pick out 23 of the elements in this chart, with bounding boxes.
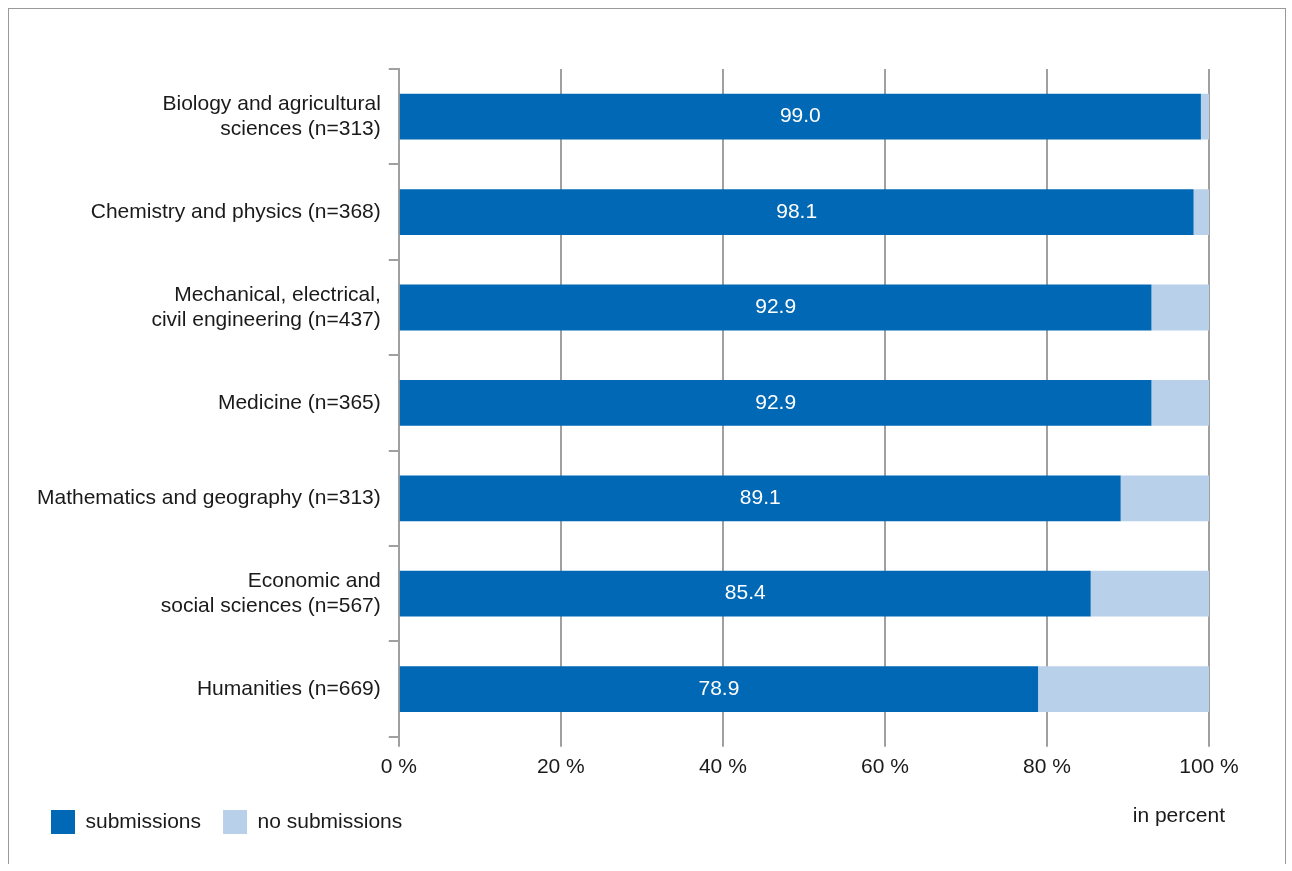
x-tick-label: 80 % [1023,754,1071,778]
x-tick-label: 0 % [380,754,417,778]
data-label: 78.9 [698,675,740,699]
legend-label: no submissions [257,808,403,832]
x-tick-label: 20 % [536,754,585,778]
y-tick-label: Humanities (n=669) [196,675,381,699]
data-label: 92.9 [755,294,797,318]
data-label: 98.1 [776,198,818,222]
data-label: 92.9 [755,389,797,413]
text: in percent [1132,802,1226,826]
legend-label: submissions [85,808,202,832]
x-tick-label: 100 % [1179,754,1239,778]
data-label: 85.4 [724,580,767,604]
y-tick-label: Mechanical, electrical, civil engineering (n=437) [151,281,381,330]
y-tick-label: Economic and social sciences (n=567) [160,567,381,617]
data-label: 89.1 [739,485,781,509]
y-tick-label: Mathematics and geography (n=313) [37,485,381,509]
x-tick-label: 40 % [698,754,747,778]
data-label: 99.0 [779,103,821,127]
y-tick-label: Biology and agricultural sciences (n=313) [162,90,381,140]
x-tick-label: 60 % [860,754,909,778]
y-tick-label: Medicine (n=365) [217,389,381,413]
y-tick-label: Chemistry and physics (n=368) [90,198,381,222]
